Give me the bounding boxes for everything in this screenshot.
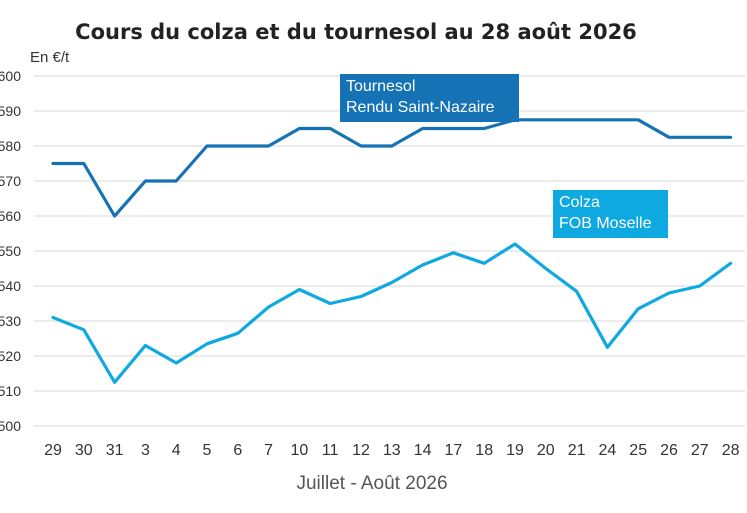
grid-lines (34, 75, 745, 427)
series-label-colza-line: FOB Moselle (559, 215, 652, 232)
y-tick-label: 600 (0, 68, 21, 84)
y-tick-label: 500 (0, 418, 21, 434)
series-line-colza (51, 242, 733, 384)
x-tick-label: 12 (352, 442, 370, 459)
x-tick-label: 5 (203, 442, 212, 459)
y-tick-label: 510 (0, 383, 21, 399)
y-tick-label: 540 (0, 278, 21, 294)
series-layer (51, 118, 733, 384)
y-tick-label: 550 (0, 243, 21, 259)
x-axis-label: Juillet - Août 2026 (296, 473, 447, 494)
chart-title: Cours du colza et du tournesol au 28 aoû… (75, 20, 637, 44)
x-tick-label: 26 (660, 442, 678, 459)
x-tick-label: 30 (75, 442, 93, 459)
x-tick-label: 20 (537, 442, 555, 459)
series-label-colza-line: Colza (559, 194, 600, 211)
y-tick-label: 570 (0, 173, 21, 189)
x-tick-label: 10 (291, 442, 309, 459)
y-axis-ticks: 600 590 580 570 560 550 540 530 520 510 500 (0, 68, 21, 434)
y-tick-label: 580 (0, 138, 21, 154)
x-tick-label: 14 (414, 442, 432, 459)
x-tick-label: 29 (44, 442, 62, 459)
x-tick-label: 25 (629, 442, 647, 459)
series-label-box-tournesol (340, 74, 519, 122)
x-tick-label: 7 (264, 442, 273, 459)
y-axis-label: En €/t (30, 49, 70, 66)
series-label-tournesol-line: Tournesol (346, 78, 415, 95)
x-tick-label: 13 (383, 442, 401, 459)
x-tick-label: 17 (445, 442, 463, 459)
x-tick-label: 11 (322, 442, 339, 459)
x-tick-label: 31 (106, 442, 124, 459)
series-label-tournesol-line: Rendu Saint-Nazaire (346, 99, 495, 116)
y-tick-label: 530 (0, 313, 21, 329)
x-tick-label: 24 (599, 442, 617, 459)
y-tick-label: 560 (0, 208, 21, 224)
x-tick-label: 19 (506, 442, 524, 459)
y-tick-label: 590 (0, 103, 21, 119)
series-labels: Tournesol Rendu Saint-Nazaire Colza FOB Mos… (340, 74, 668, 238)
x-tick-label: 3 (141, 442, 150, 459)
series-line-tournesol (51, 118, 733, 218)
x-tick-label: 6 (233, 442, 242, 459)
x-axis-ticks: 29 30 31 3 4 5 6 7 10 11 12 13 14 17 18 19 20 21 24 25 26 27 2… (44, 442, 739, 459)
x-tick-label: 21 (568, 442, 586, 459)
x-tick-label: 28 (722, 442, 740, 459)
x-tick-label: 4 (172, 442, 181, 459)
y-tick-label: 520 (0, 348, 21, 364)
x-tick-label: 18 (475, 442, 493, 459)
series-label-box-colza (553, 190, 668, 238)
x-tick-label: 27 (691, 442, 709, 459)
